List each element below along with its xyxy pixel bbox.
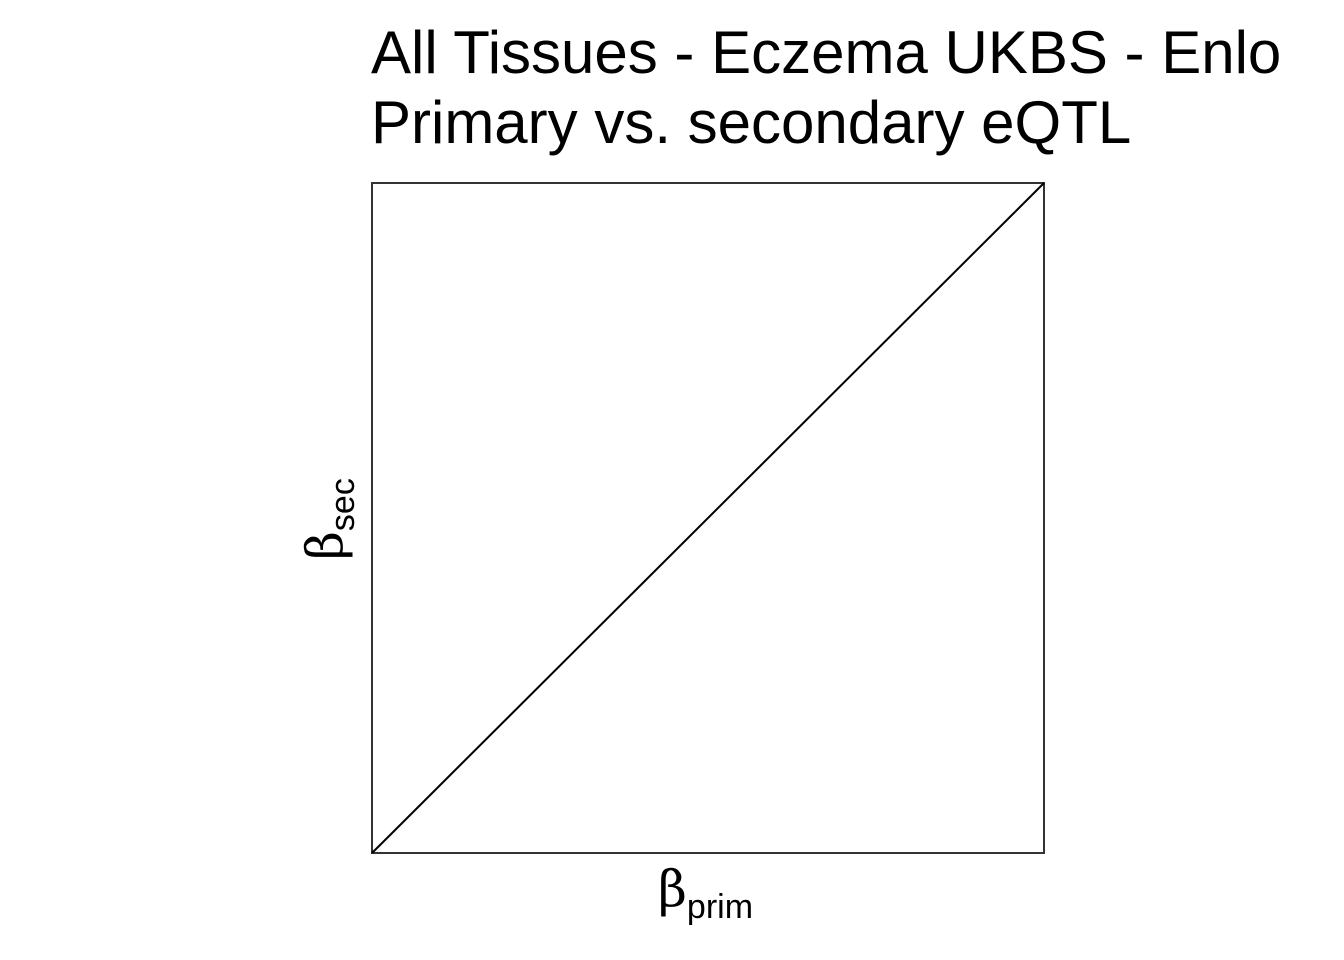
chart-title: All Tissues - Eczema UKBS - Enlo (371, 19, 1282, 86)
y-axis-label-symbol: β (296, 531, 354, 560)
x-axis-label: βprim (658, 860, 753, 926)
identity-line (371, 182, 1045, 854)
y-axis-label-subscript: sec (324, 478, 362, 532)
x-axis-label-symbol: β (658, 860, 687, 918)
x-axis-label-subscript: prim (686, 888, 754, 926)
y-axis-label: βsec (296, 478, 362, 560)
plot-frame (371, 182, 1045, 854)
chart-subtitle: Primary vs. secondary eQTL (371, 89, 1132, 156)
